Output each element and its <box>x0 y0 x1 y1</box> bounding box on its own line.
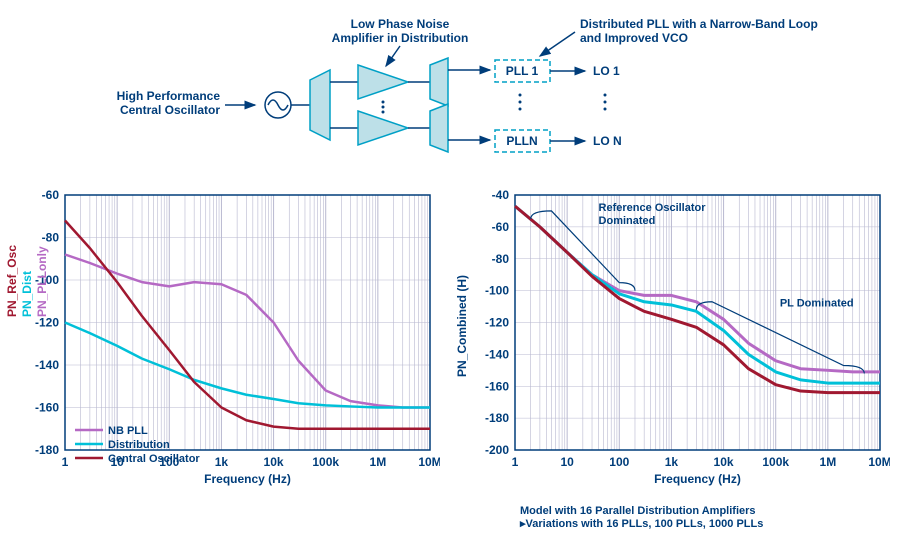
svg-text:-80: -80 <box>492 252 510 266</box>
lo-n-label: LO N <box>593 134 622 148</box>
ylabel-refosc: PN_Ref_Osc <box>5 245 19 317</box>
pll-desc-2: and Improved VCO <box>580 31 688 45</box>
svg-text:100k: 100k <box>762 455 789 469</box>
chart-right-svg: -200 -180 -160 -140 -120 -100 -80 -60 -40 1 10 100 1… <box>460 185 890 505</box>
chart-left-svg: -180-160-140-120-100-80-601101001k10k100… <box>10 185 440 505</box>
svg-text:10M: 10M <box>418 455 440 469</box>
pll-desc-1: Distributed PLL with a Narrow-Band Loop <box>580 17 818 31</box>
splitter-2b <box>430 104 448 152</box>
amp-label-2: Amplifier in Distribution <box>332 31 469 45</box>
ylabel-combined: PN_Combined (H) <box>455 275 469 377</box>
svg-text:-60: -60 <box>492 220 510 234</box>
chart-left: PN_Ref_Osc PN_Dist PN_PLLonly -180-160-1… <box>10 185 440 530</box>
footnote-2: ▸Variations with 16 PLLs, 100 PLLs, 1000… <box>520 517 890 530</box>
svg-text:100: 100 <box>609 455 629 469</box>
svg-text:Frequency (Hz): Frequency (Hz) <box>654 472 741 486</box>
amp-label-1: Low Phase Noise <box>351 17 450 31</box>
pll-1-label: PLL 1 <box>506 64 539 78</box>
lo-1-label: LO 1 <box>593 64 620 78</box>
svg-text:-40: -40 <box>492 188 510 202</box>
amplifier-1 <box>358 65 408 99</box>
svg-text:-160: -160 <box>485 379 509 393</box>
splitter-1 <box>310 70 330 140</box>
svg-text:-120: -120 <box>485 316 509 330</box>
svg-text:100k: 100k <box>312 455 339 469</box>
svg-text:1M: 1M <box>370 455 387 469</box>
diagram-svg: High Performance Central Oscillator Low … <box>10 10 900 180</box>
footnote-1: Model with 16 Parallel Distribution Ampl… <box>520 505 890 517</box>
svg-text:10k: 10k <box>264 455 284 469</box>
svg-text:-60: -60 <box>42 188 60 202</box>
svg-text:1: 1 <box>62 455 69 469</box>
amplifier-n <box>358 111 408 145</box>
svg-text:Reference Oscillator: Reference Oscillator <box>599 202 707 214</box>
osc-label-2: Central Oscillator <box>120 103 220 117</box>
pll-n-label: PLLN <box>506 134 537 148</box>
svg-text:-180: -180 <box>35 443 59 457</box>
ylabel-pllonly: PN_PLLonly <box>35 245 49 317</box>
svg-text:-100: -100 <box>485 284 509 298</box>
ylabel-dist: PN_Dist <box>20 245 34 317</box>
svg-text:Distribution: Distribution <box>108 439 170 451</box>
svg-text:1k: 1k <box>215 455 229 469</box>
svg-text:1k: 1k <box>665 455 679 469</box>
svg-text:-200: -200 <box>485 443 509 457</box>
svg-text:Central Oscillator: Central Oscillator <box>108 453 200 465</box>
svg-text:Dominated: Dominated <box>599 215 656 227</box>
svg-text:-160: -160 <box>35 401 59 415</box>
svg-text:-120: -120 <box>35 316 59 330</box>
svg-text:10k: 10k <box>714 455 734 469</box>
svg-text:PL Dominated: PL Dominated <box>780 298 854 310</box>
block-diagram: High Performance Central Oscillator Low … <box>10 10 890 180</box>
svg-text:-80: -80 <box>42 231 60 245</box>
splitter-2a <box>430 58 448 106</box>
svg-text:-180: -180 <box>485 411 509 425</box>
osc-label-1: High Performance <box>117 89 221 103</box>
svg-text:10M: 10M <box>868 455 890 469</box>
svg-text:1: 1 <box>512 455 519 469</box>
svg-text:NB PLL: NB PLL <box>108 425 148 437</box>
svg-text:-140: -140 <box>485 347 509 361</box>
chart-right: PN_Combined (H) -200-180-160-140-120-100… <box>460 185 890 530</box>
svg-text:10: 10 <box>560 455 574 469</box>
svg-text:-140: -140 <box>35 358 59 372</box>
svg-text:Frequency (Hz): Frequency (Hz) <box>204 472 291 486</box>
svg-text:1M: 1M <box>820 455 837 469</box>
